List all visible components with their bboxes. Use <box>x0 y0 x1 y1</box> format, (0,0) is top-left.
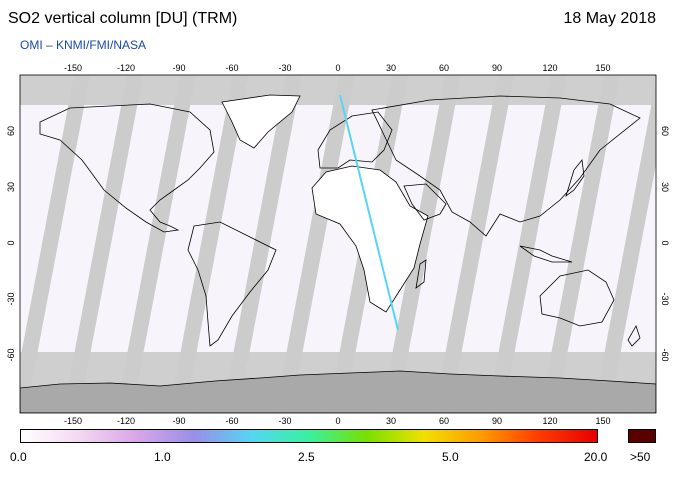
lon-tick-bottom: 120 <box>542 416 558 426</box>
lat-tick-left: 30 <box>6 182 16 193</box>
colorbar-label: 5.0 <box>442 450 459 464</box>
colorbar-overflow-swatch <box>628 429 656 443</box>
lon-tick-top: -30 <box>278 63 292 73</box>
lon-tick-top: -60 <box>225 63 239 73</box>
lon-tick-top: 60 <box>438 63 449 73</box>
map-frame <box>19 74 657 414</box>
lon-tick-top: 30 <box>385 63 396 73</box>
colorbar-label: >50 <box>630 450 651 464</box>
lon-tick-top: 0 <box>335 63 341 73</box>
australia <box>539 269 615 327</box>
orbit-gap-swath <box>116 75 196 413</box>
africa <box>311 165 429 313</box>
orbit-gap-swath <box>434 75 514 413</box>
lat-tick-left: 60 <box>6 126 16 137</box>
antarctica <box>20 370 656 413</box>
south-america <box>187 221 277 347</box>
lat-tick-right: 30 <box>660 181 670 192</box>
lon-tick-bottom: 90 <box>491 416 502 426</box>
lon-tick-bottom: -90 <box>172 416 186 426</box>
lat-tick-left: -60 <box>6 348 16 362</box>
japan <box>565 159 585 198</box>
lon-tick-top: 150 <box>595 63 611 73</box>
colorbar-label: 2.5 <box>298 450 315 464</box>
lat-tick-right: -30 <box>660 292 670 306</box>
orbit-gap-swath <box>540 75 620 413</box>
lon-tick-bottom: 0 <box>335 416 341 426</box>
europe <box>317 111 393 169</box>
map-title: SO2 vertical column [DU] (TRM) <box>8 10 238 27</box>
map-date: 18 May 2018 <box>563 10 656 27</box>
lon-tick-top: -150 <box>63 63 82 73</box>
orbit-gap-swath <box>169 75 249 413</box>
so2-streak <box>339 94 399 331</box>
lon-tick-bottom: -30 <box>278 416 292 426</box>
lon-tick-bottom: -60 <box>225 416 239 426</box>
orbit-gap-swath <box>593 80 656 413</box>
lon-tick-bottom: 150 <box>595 416 611 426</box>
colorbar-label: 0.0 <box>10 450 27 464</box>
new-zealand <box>627 325 641 347</box>
lon-tick-top: 120 <box>542 63 558 73</box>
lat-tick-right: 60 <box>660 125 670 136</box>
lat-tick-left: -30 <box>6 292 16 306</box>
madagascar <box>415 259 427 289</box>
orbit-gap-swath <box>381 75 461 413</box>
lon-tick-bottom: -150 <box>63 416 82 426</box>
lon-tick-bottom: 60 <box>438 416 449 426</box>
orbit-gap-swath <box>487 75 567 413</box>
orbit-gap-swath <box>275 75 355 413</box>
orbit-gap-swath <box>222 75 302 413</box>
indonesia <box>519 245 573 263</box>
orbit-gap-swath <box>20 75 90 413</box>
lon-tick-bottom: 30 <box>385 416 396 426</box>
arabian-peninsula <box>403 183 447 221</box>
lon-tick-bottom: -120 <box>116 416 135 426</box>
orbit-gap-swath <box>63 75 143 413</box>
colorbar-label: 1.0 <box>154 450 171 464</box>
lat-tick-left: 0 <box>6 240 16 246</box>
greenland <box>221 94 301 149</box>
colorbar-label: 20.0 <box>584 450 608 464</box>
north-america <box>39 103 215 233</box>
colorbar <box>20 429 598 443</box>
lat-tick-right: 0 <box>660 240 670 246</box>
data-credit: OMI – KNMI/FMI/NASA <box>20 38 147 52</box>
lon-tick-top: -120 <box>116 63 135 73</box>
lon-tick-top: 90 <box>491 63 502 73</box>
lat-tick-right: -60 <box>660 348 670 362</box>
asia <box>371 95 641 237</box>
lon-tick-top: -90 <box>172 63 186 73</box>
